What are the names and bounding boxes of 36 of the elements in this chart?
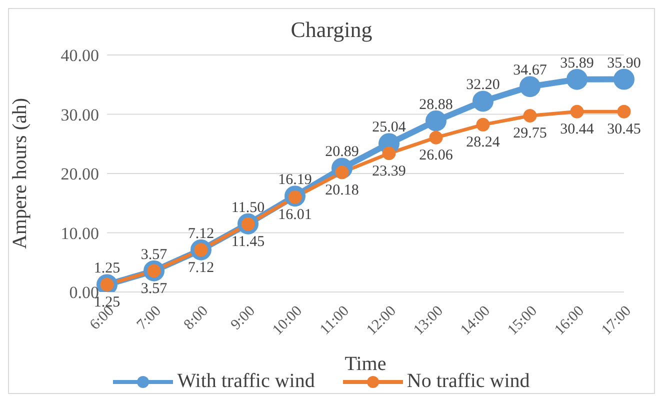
y-tick-label: 30.00 — [60, 105, 99, 124]
data-label: 16.01 — [278, 207, 312, 224]
data-label: 35.90 — [607, 55, 641, 72]
y-tick-label: 0.00 — [69, 283, 99, 302]
y-tick-label: 20.00 — [60, 164, 99, 184]
data-label: 20.89 — [325, 144, 359, 160]
data-label: 3.57 — [140, 280, 168, 297]
x-axis-title: Time — [344, 353, 386, 375]
data-label: 28.88 — [419, 96, 453, 113]
data-label: 26.06 — [419, 148, 454, 164]
data-label: 7.12 — [188, 260, 214, 276]
data-label: 11.45 — [231, 234, 265, 250]
x-tick-label: 8:00 — [181, 303, 212, 334]
data-label: 29.75 — [513, 126, 547, 142]
data-label: 34.67 — [513, 62, 548, 79]
x-tick-label: 9:00 — [228, 303, 258, 334]
data-label: 7.12 — [188, 226, 214, 242]
data-label: 25.04 — [372, 120, 406, 136]
data-label: 11.50 — [231, 200, 265, 216]
data-label: 30.45 — [607, 122, 641, 138]
legend-label: No traffic wind — [406, 370, 530, 393]
data-label: 23.39 — [372, 163, 406, 180]
y-tick-label: 40.00 — [60, 46, 99, 66]
data-label: 3.57 — [140, 246, 168, 263]
y-tick-label: 10.00 — [60, 224, 99, 243]
y-axis-title: Ampere hours (ah) — [9, 98, 32, 250]
data-label: 28.24 — [466, 134, 500, 151]
data-label: 20.18 — [325, 182, 359, 198]
legend-label: With traffic wind — [177, 370, 315, 393]
chart-title: Charging — [290, 17, 374, 44]
data-label: 30.44 — [560, 122, 594, 138]
data-label: 35.89 — [560, 55, 594, 72]
x-tick-label: 7:00 — [134, 303, 164, 334]
data-label: 16.19 — [278, 172, 312, 188]
data-label: 1.25 — [94, 260, 120, 277]
data-label: 32.20 — [466, 77, 500, 94]
